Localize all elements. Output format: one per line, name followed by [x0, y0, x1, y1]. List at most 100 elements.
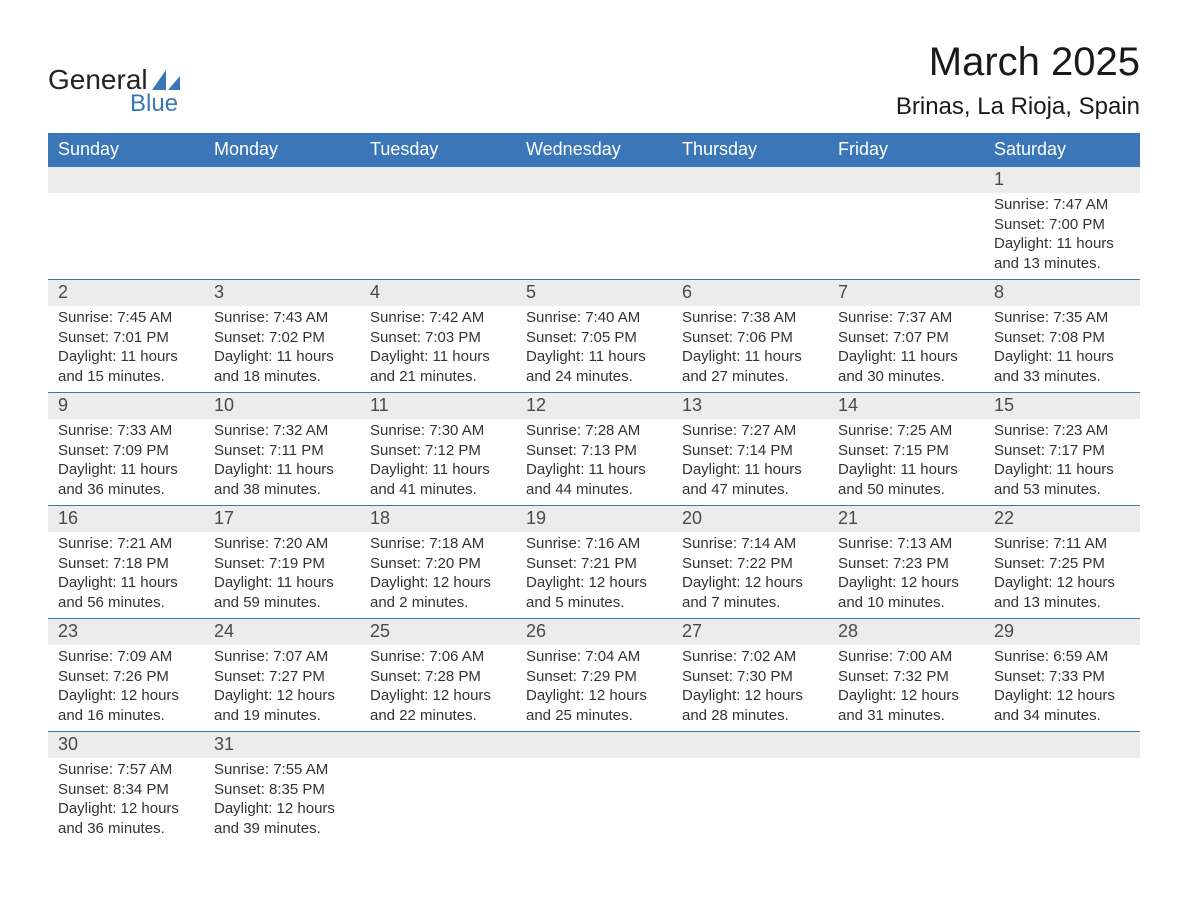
month-title: March 2025	[896, 40, 1140, 85]
sunrise-line: Sunrise: 7:35 AM	[994, 308, 1130, 328]
day-details: Sunrise: 7:35 AMSunset: 7:08 PMDaylight:…	[984, 306, 1140, 392]
calendar-day-cell: 6Sunrise: 7:38 AMSunset: 7:06 PMDaylight…	[672, 280, 828, 393]
day-number	[48, 167, 204, 193]
day-details: Sunrise: 7:13 AMSunset: 7:23 PMDaylight:…	[828, 532, 984, 618]
daylight-line: Daylight: 12 hours and 2 minutes.	[370, 573, 506, 612]
calendar-day-cell: 13Sunrise: 7:27 AMSunset: 7:14 PMDayligh…	[672, 393, 828, 506]
sunrise-line: Sunrise: 7:42 AM	[370, 308, 506, 328]
day-number: 3	[204, 280, 360, 306]
calendar-day-cell: 12Sunrise: 7:28 AMSunset: 7:13 PMDayligh…	[516, 393, 672, 506]
daylight-line: Daylight: 11 hours and 18 minutes.	[214, 347, 350, 386]
weekday-header: Sunday	[48, 133, 204, 167]
day-number	[984, 732, 1140, 758]
daylight-line: Daylight: 11 hours and 33 minutes.	[994, 347, 1130, 386]
sunset-line: Sunset: 7:13 PM	[526, 441, 662, 461]
day-details: Sunrise: 6:59 AMSunset: 7:33 PMDaylight:…	[984, 645, 1140, 731]
sunrise-line: Sunrise: 7:16 AM	[526, 534, 662, 554]
sunrise-line: Sunrise: 7:20 AM	[214, 534, 350, 554]
daylight-line: Daylight: 12 hours and 31 minutes.	[838, 686, 974, 725]
calendar-day-cell: 17Sunrise: 7:20 AMSunset: 7:19 PMDayligh…	[204, 506, 360, 619]
sunrise-line: Sunrise: 7:18 AM	[370, 534, 506, 554]
daylight-line: Daylight: 12 hours and 5 minutes.	[526, 573, 662, 612]
day-number: 23	[48, 619, 204, 645]
day-details: Sunrise: 7:20 AMSunset: 7:19 PMDaylight:…	[204, 532, 360, 618]
day-number: 25	[360, 619, 516, 645]
day-details: Sunrise: 7:47 AMSunset: 7:00 PMDaylight:…	[984, 193, 1140, 279]
daylight-line: Daylight: 12 hours and 25 minutes.	[526, 686, 662, 725]
calendar-day-cell: 25Sunrise: 7:06 AMSunset: 7:28 PMDayligh…	[360, 619, 516, 732]
sunset-line: Sunset: 7:20 PM	[370, 554, 506, 574]
sunset-line: Sunset: 8:35 PM	[214, 780, 350, 800]
sunset-line: Sunset: 7:32 PM	[838, 667, 974, 687]
sunrise-line: Sunrise: 7:23 AM	[994, 421, 1130, 441]
calendar-day-cell: 19Sunrise: 7:16 AMSunset: 7:21 PMDayligh…	[516, 506, 672, 619]
day-details: Sunrise: 7:09 AMSunset: 7:26 PMDaylight:…	[48, 645, 204, 731]
sunset-line: Sunset: 7:29 PM	[526, 667, 662, 687]
daylight-line: Daylight: 11 hours and 27 minutes.	[682, 347, 818, 386]
day-number	[828, 167, 984, 193]
weekday-header: Thursday	[672, 133, 828, 167]
sunrise-line: Sunrise: 7:33 AM	[58, 421, 194, 441]
day-number	[360, 167, 516, 193]
sunrise-line: Sunrise: 7:43 AM	[214, 308, 350, 328]
calendar-week-row: 16Sunrise: 7:21 AMSunset: 7:18 PMDayligh…	[48, 506, 1140, 619]
weekday-header-row: SundayMondayTuesdayWednesdayThursdayFrid…	[48, 133, 1140, 167]
day-details: Sunrise: 7:23 AMSunset: 7:17 PMDaylight:…	[984, 419, 1140, 505]
sunset-line: Sunset: 7:30 PM	[682, 667, 818, 687]
day-details: Sunrise: 7:06 AMSunset: 7:28 PMDaylight:…	[360, 645, 516, 731]
sunrise-line: Sunrise: 7:06 AM	[370, 647, 506, 667]
calendar-table: SundayMondayTuesdayWednesdayThursdayFrid…	[48, 133, 1140, 844]
sunrise-line: Sunrise: 7:02 AM	[682, 647, 818, 667]
sunset-line: Sunset: 7:03 PM	[370, 328, 506, 348]
day-number: 18	[360, 506, 516, 532]
calendar-day-cell: 10Sunrise: 7:32 AMSunset: 7:11 PMDayligh…	[204, 393, 360, 506]
day-number: 6	[672, 280, 828, 306]
day-details: Sunrise: 7:27 AMSunset: 7:14 PMDaylight:…	[672, 419, 828, 505]
calendar-day-cell: 22Sunrise: 7:11 AMSunset: 7:25 PMDayligh…	[984, 506, 1140, 619]
sunset-line: Sunset: 7:09 PM	[58, 441, 194, 461]
day-details	[204, 193, 360, 279]
day-details: Sunrise: 7:45 AMSunset: 7:01 PMDaylight:…	[48, 306, 204, 392]
sunrise-line: Sunrise: 7:04 AM	[526, 647, 662, 667]
sunset-line: Sunset: 7:19 PM	[214, 554, 350, 574]
calendar-day-cell: 1Sunrise: 7:47 AMSunset: 7:00 PMDaylight…	[984, 167, 1140, 280]
day-number	[672, 732, 828, 758]
day-details	[516, 193, 672, 279]
sunrise-line: Sunrise: 7:55 AM	[214, 760, 350, 780]
sunset-line: Sunset: 7:26 PM	[58, 667, 194, 687]
day-details	[672, 758, 828, 844]
daylight-line: Daylight: 11 hours and 44 minutes.	[526, 460, 662, 499]
calendar-day-cell: 31Sunrise: 7:55 AMSunset: 8:35 PMDayligh…	[204, 732, 360, 845]
day-number: 1	[984, 167, 1140, 193]
calendar-day-cell: 9Sunrise: 7:33 AMSunset: 7:09 PMDaylight…	[48, 393, 204, 506]
day-details: Sunrise: 7:00 AMSunset: 7:32 PMDaylight:…	[828, 645, 984, 731]
calendar-day-cell	[204, 167, 360, 280]
sunset-line: Sunset: 7:23 PM	[838, 554, 974, 574]
daylight-line: Daylight: 11 hours and 15 minutes.	[58, 347, 194, 386]
day-details: Sunrise: 7:16 AMSunset: 7:21 PMDaylight:…	[516, 532, 672, 618]
daylight-line: Daylight: 11 hours and 47 minutes.	[682, 460, 818, 499]
day-number: 5	[516, 280, 672, 306]
sunset-line: Sunset: 7:15 PM	[838, 441, 974, 461]
sunset-line: Sunset: 7:12 PM	[370, 441, 506, 461]
daylight-line: Daylight: 11 hours and 13 minutes.	[994, 234, 1130, 273]
day-number: 29	[984, 619, 1140, 645]
sunset-line: Sunset: 7:17 PM	[994, 441, 1130, 461]
day-number: 30	[48, 732, 204, 758]
sunset-line: Sunset: 7:22 PM	[682, 554, 818, 574]
weekday-header: Saturday	[984, 133, 1140, 167]
daylight-line: Daylight: 11 hours and 36 minutes.	[58, 460, 194, 499]
sunset-line: Sunset: 8:34 PM	[58, 780, 194, 800]
day-number: 16	[48, 506, 204, 532]
day-number: 31	[204, 732, 360, 758]
calendar-day-cell: 23Sunrise: 7:09 AMSunset: 7:26 PMDayligh…	[48, 619, 204, 732]
sunrise-line: Sunrise: 7:32 AM	[214, 421, 350, 441]
calendar-day-cell: 21Sunrise: 7:13 AMSunset: 7:23 PMDayligh…	[828, 506, 984, 619]
sail-icon	[152, 70, 180, 90]
day-number: 8	[984, 280, 1140, 306]
day-number: 20	[672, 506, 828, 532]
day-number: 21	[828, 506, 984, 532]
daylight-line: Daylight: 12 hours and 39 minutes.	[214, 799, 350, 838]
day-details	[48, 193, 204, 279]
daylight-line: Daylight: 12 hours and 7 minutes.	[682, 573, 818, 612]
